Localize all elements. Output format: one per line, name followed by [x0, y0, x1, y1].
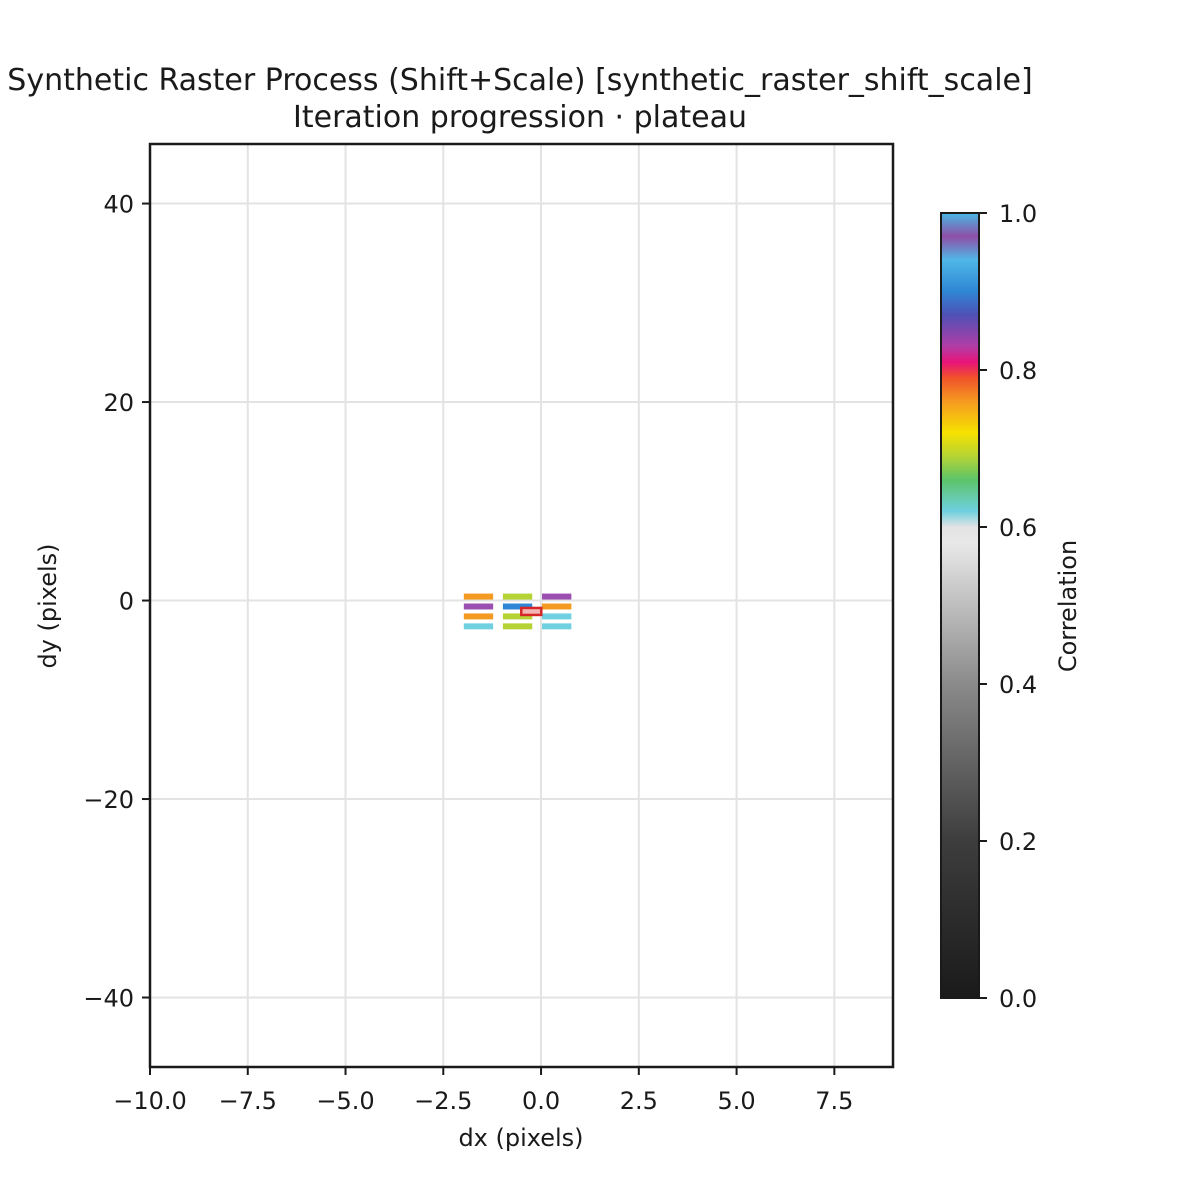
heatmap-cell: [542, 613, 572, 620]
x-tick-label: 7.5: [815, 1087, 853, 1115]
y-tick-label: −40: [83, 985, 134, 1013]
chart-title: Synthetic Raster Process (Shift+Scale) […: [7, 63, 1032, 98]
heatmap-cell: [463, 603, 494, 610]
y-tick-label: 20: [103, 389, 134, 417]
y-axis-label: dy (pixels): [34, 543, 62, 668]
colorbar-tick-label: 0.6: [999, 514, 1037, 542]
grid: [149, 144, 893, 1067]
heatmap-cell: [542, 623, 572, 630]
x-tick-label: −2.5: [414, 1087, 472, 1115]
colorbar-tick-label: 0.2: [999, 828, 1037, 856]
colorbar-label: Correlation: [1054, 540, 1082, 672]
colorbar-tick-label: 0.0: [999, 985, 1037, 1013]
heatmap-cell: [502, 613, 533, 620]
x-tick-label: −10.0: [113, 1087, 187, 1115]
x-tick-label: −7.5: [219, 1087, 277, 1115]
plot-frame: [148, 142, 895, 1069]
colorbar-tick-label: 1.0: [999, 200, 1037, 228]
chart-subtitle: Iteration progression · plateau: [293, 100, 747, 135]
heatmap-cell: [502, 623, 533, 630]
colorbar-tick-label: 0.8: [999, 357, 1037, 385]
heatmap-cell: [502, 603, 533, 610]
colorbar-ticks: 0.0 0.2 0.4 0.6 0.8 1.0: [979, 200, 1037, 1013]
colorbar-tick-label: 0.4: [999, 671, 1037, 699]
y-tick-label: 40: [103, 191, 134, 219]
x-axis-label: dx (pixels): [458, 1124, 583, 1152]
best-marker-group: [520, 606, 543, 617]
heatmap-cells: [463, 593, 572, 630]
y-tick-label: 0: [119, 588, 134, 616]
heatmap-cell: [542, 593, 572, 600]
heatmap-cell: [542, 603, 572, 610]
colorbar: [940, 212, 980, 999]
x-tick-label: 5.0: [717, 1087, 755, 1115]
best-marker: [520, 606, 543, 617]
heatmap-cell: [463, 613, 494, 620]
heatmap-cell: [463, 623, 494, 630]
heatmap-cell: [502, 593, 533, 600]
x-tick-label: 2.5: [620, 1087, 658, 1115]
y-tick-label: −20: [83, 786, 134, 814]
x-tick-label: 0.0: [522, 1087, 560, 1115]
heatmap-cell: [463, 593, 494, 600]
y-axis-ticks: −40 −20 0 20 40: [83, 191, 150, 1013]
x-tick-label: −5.0: [316, 1087, 374, 1115]
x-axis-ticks: −10.0 −7.5 −5.0 −2.5 0.0 2.5 5.0 7.5: [113, 1067, 853, 1115]
